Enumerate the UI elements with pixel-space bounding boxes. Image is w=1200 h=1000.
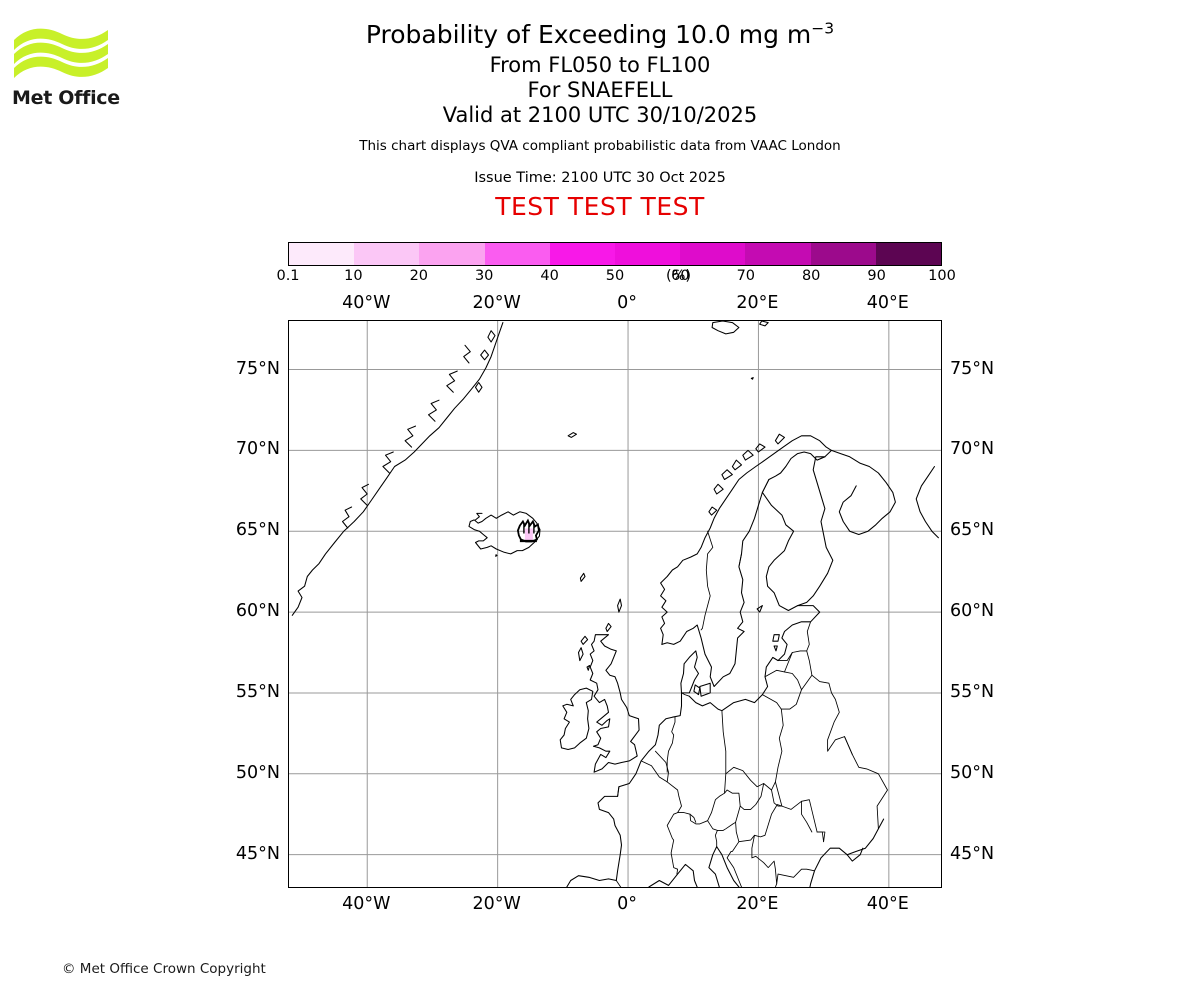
- lat-label-right-70°N: 70°N: [950, 439, 995, 460]
- plume-outline: [516, 518, 540, 543]
- page-title: Probability of Exceeding 10.0 mg m−3: [0, 19, 1200, 49]
- qva-note: This chart displays QVA compliant probab…: [359, 138, 841, 154]
- colorbar-tick-60: 60: [671, 268, 690, 284]
- lon-label-top-40°W: 40°W: [342, 293, 391, 313]
- colorbar-band-30-40: [484, 243, 550, 265]
- lat-label-left-60°N: 60°N: [235, 601, 280, 622]
- colorbar-bands: [288, 242, 942, 266]
- colorbar-band-50-60: [615, 243, 681, 265]
- chart-title-block: Probability of Exceeding 10.0 mg m−3 Fro…: [0, 19, 1200, 221]
- lat-label-right-65°N: 65°N: [950, 520, 995, 541]
- issue-time-line: Issue Time: 2100 UTC 30 Oct 2025: [474, 169, 726, 186]
- lat-label-right-55°N: 55°N: [950, 681, 995, 702]
- lon-label-bottom-0°: 0°: [617, 894, 637, 914]
- colorbar-band-80-90: [810, 243, 876, 265]
- probability-colorbar: 0.1 10 20 30 40 50 60 70 80 90 100: [276, 242, 956, 284]
- met-office-logo-text: Met Office: [12, 87, 120, 109]
- lon-label-top-0°: 0°: [617, 293, 637, 313]
- colorbar-band-70-80: [745, 243, 811, 265]
- met-office-logo-mark: [14, 28, 108, 78]
- colorbar-tick-0.1: 0.1: [276, 268, 300, 284]
- lat-label-right-45°N: 45°N: [950, 843, 995, 864]
- lon-label-bottom-20°E: 20°E: [736, 894, 779, 914]
- lat-label-right-50°N: 50°N: [950, 762, 995, 783]
- ash-plume-contour: [516, 518, 540, 543]
- colorbar-tick-40: 40: [540, 268, 559, 284]
- lat-label-left-70°N: 70°N: [235, 439, 280, 460]
- copyright-notice: © Met Office Crown Copyright: [62, 961, 266, 977]
- lat-label-left-65°N: 65°N: [235, 520, 280, 541]
- lon-label-bottom-40°E: 40°E: [866, 894, 909, 914]
- page-title-superscript: −3: [811, 19, 835, 38]
- lat-label-right-60°N: 60°N: [950, 601, 995, 622]
- met-office-logo: Met Office: [12, 24, 122, 114]
- map-svg: [289, 321, 941, 887]
- lon-label-bottom-40°W: 40°W: [342, 894, 391, 914]
- lon-label-top-20°E: 20°E: [736, 293, 779, 313]
- colorbar-band-10-20: [354, 243, 420, 265]
- colorbar-unit-label: (%): [666, 268, 692, 284]
- lon-label-top-20°W: 20°W: [472, 293, 521, 313]
- colorbar-tick-100: 100: [928, 268, 956, 284]
- colorbar-band-90-100: [875, 243, 942, 265]
- test-banner: TEST TEST TEST: [495, 192, 705, 221]
- colorbar-tick-labels: 0.1 10 20 30 40 50 60 70 80 90 100: [276, 268, 955, 286]
- lat-label-right-75°N: 75°N: [950, 358, 995, 379]
- lon-label-top-40°E: 40°E: [866, 293, 909, 313]
- flight-level-line: From FL050 to FL100: [489, 53, 711, 77]
- map-gridlines: [289, 321, 941, 887]
- volcano-line: For SNAEFELL: [527, 78, 673, 102]
- colorbar-tick-80: 80: [801, 268, 821, 284]
- page-title-text: Probability of Exceeding 10.0 mg m: [365, 20, 812, 49]
- colorbar-band-40-50: [549, 243, 616, 265]
- map-plot-area[interactable]: [288, 320, 942, 888]
- colorbar-band-20-30: [419, 243, 485, 265]
- lat-label-left-75°N: 75°N: [235, 358, 280, 379]
- plume-fill: [524, 528, 533, 542]
- colorbar-band-60-70: [680, 243, 746, 265]
- lat-label-left-45°N: 45°N: [235, 843, 280, 864]
- map-coastlines: [291, 321, 939, 887]
- colorbar-tick-50: 50: [605, 268, 625, 284]
- lat-label-left-50°N: 50°N: [235, 762, 280, 783]
- lon-label-bottom-20°W: 20°W: [472, 894, 521, 914]
- colorbar-band-0.1-10: [289, 243, 355, 265]
- colorbar-tick-70: 70: [736, 268, 756, 284]
- valid-time-line: Valid at 2100 UTC 30/10/2025: [442, 103, 758, 127]
- colorbar-tick-30: 30: [474, 268, 494, 284]
- colorbar-tick-20: 20: [409, 268, 429, 284]
- colorbar-tick-10: 10: [344, 268, 363, 284]
- colorbar-tick-90: 90: [867, 268, 886, 284]
- lat-label-left-55°N: 55°N: [235, 681, 280, 702]
